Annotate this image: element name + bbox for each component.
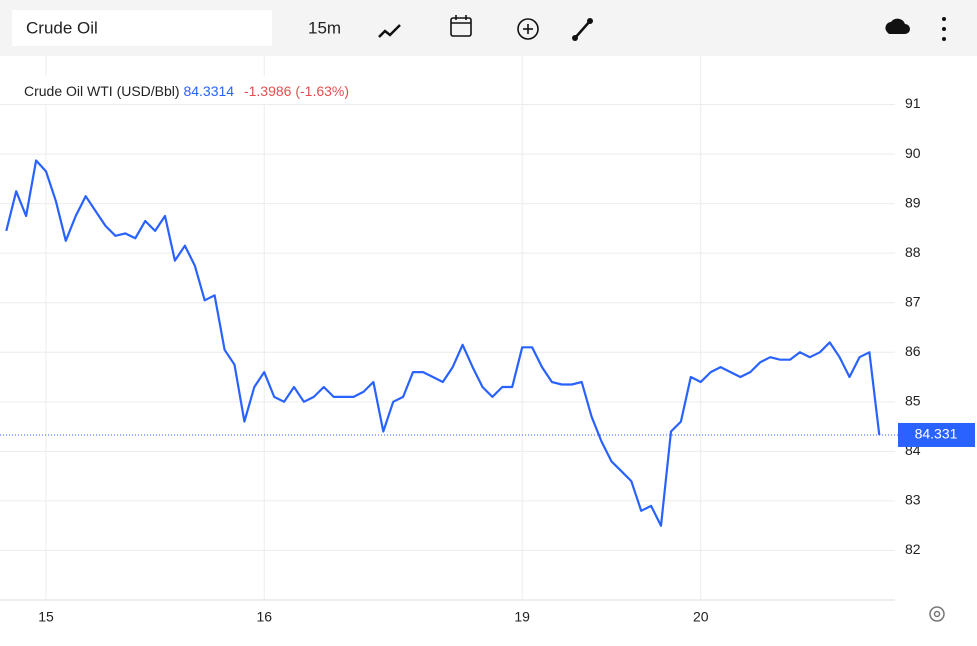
x-tick-label: 16 [256, 609, 272, 625]
y-tick-label: 89 [905, 194, 921, 210]
interval[interactable]: 15m [308, 18, 341, 37]
menu-icon[interactable] [942, 17, 946, 41]
symbol: Crude Oil [26, 18, 98, 37]
y-tick-label: 82 [905, 541, 921, 557]
x-tick-label: 15 [38, 609, 54, 625]
title: Crude Oil WTI (USD/Bbl) [24, 83, 180, 99]
settings-icon[interactable] [929, 606, 945, 622]
last-price-tag [898, 422, 975, 447]
symbol-search[interactable] [12, 10, 272, 46]
y-tick-label: 88 [905, 244, 921, 260]
x-tick-label: 20 [693, 609, 709, 625]
price-line [5, 159, 881, 527]
y-tick-label: 85 [905, 393, 921, 409]
legend-box [18, 76, 428, 104]
change: -1.3986 (-1.63%) [244, 83, 349, 99]
y-tick-label: 91 [905, 95, 921, 111]
draw-icon[interactable] [572, 18, 593, 41]
add-indicator-icon[interactable] [517, 18, 539, 40]
last-value: 84.3314 [183, 83, 234, 99]
calendar-icon[interactable] [450, 15, 472, 37]
x-tick-label: 19 [514, 609, 530, 625]
y-tick-label: 87 [905, 293, 921, 309]
download-icon[interactable] [885, 18, 910, 34]
y-tick-label: 83 [905, 492, 921, 508]
y-tick-label: 90 [905, 145, 921, 161]
y-tick-label: 86 [905, 343, 921, 359]
last-price-label: 84.331 [915, 426, 958, 442]
chart-title: Crude Oil WTI (USD/Bbl) 84.3314 -1.3986 … [24, 83, 349, 99]
chart-type-icon[interactable] [378, 24, 401, 38]
